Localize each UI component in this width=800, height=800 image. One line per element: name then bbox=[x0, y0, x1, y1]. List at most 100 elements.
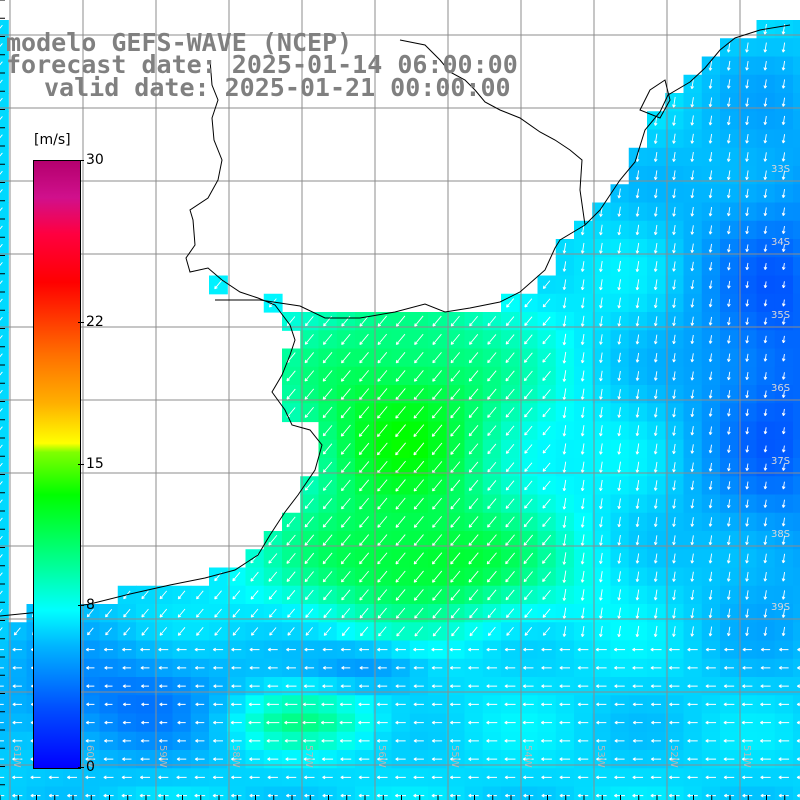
wind-arrow bbox=[705, 647, 716, 652]
wind-arrow bbox=[341, 589, 351, 601]
wind-arrow bbox=[305, 627, 314, 636]
wind-arrow bbox=[450, 607, 460, 619]
wind-arrow bbox=[540, 739, 553, 743]
wind-arrow bbox=[599, 516, 603, 528]
wind-arrow bbox=[562, 297, 567, 309]
wind-arrow bbox=[760, 739, 772, 743]
wind-arrow bbox=[0, 335, 3, 340]
wind-arrow bbox=[653, 206, 658, 217]
wind-arrow bbox=[359, 647, 370, 652]
wind-arrow bbox=[524, 462, 533, 472]
wind-arrow bbox=[781, 408, 786, 417]
wind-arrow bbox=[266, 720, 280, 725]
wind-arrow bbox=[580, 224, 585, 236]
wind-arrow bbox=[122, 720, 131, 725]
wind-arrow bbox=[213, 666, 223, 670]
wind-arrow bbox=[635, 224, 640, 236]
wind-arrow bbox=[267, 757, 279, 761]
wind-arrow bbox=[781, 553, 786, 564]
wind-arrow bbox=[139, 793, 151, 798]
wind-arrow bbox=[468, 684, 479, 688]
wind-arrow bbox=[690, 316, 695, 326]
wind-arrow bbox=[726, 571, 731, 582]
wind-cell bbox=[0, 20, 9, 39]
wind-arrow bbox=[487, 406, 497, 418]
wind-arrow bbox=[449, 647, 461, 652]
wind-arrow bbox=[231, 757, 242, 761]
wind-arrow bbox=[450, 352, 461, 364]
wind-arrow bbox=[413, 516, 424, 528]
wind-arrow bbox=[303, 684, 315, 688]
wind-arrow bbox=[542, 589, 551, 600]
wind-arrow bbox=[781, 481, 786, 490]
wind-arrow bbox=[104, 702, 113, 707]
wind-arrow bbox=[395, 479, 406, 492]
wind-arrow bbox=[432, 626, 442, 637]
wind-arrow bbox=[469, 315, 478, 327]
wind-arrow bbox=[745, 535, 749, 546]
wind-cell bbox=[0, 421, 9, 441]
wind-arrow bbox=[672, 425, 676, 436]
wind-cell bbox=[720, 786, 739, 800]
wind-cell bbox=[793, 74, 800, 94]
wind-arrow bbox=[708, 371, 713, 381]
wind-arrow bbox=[250, 627, 259, 636]
wind-arrow bbox=[580, 279, 585, 291]
wind-arrow bbox=[523, 666, 534, 670]
wind-arrow bbox=[599, 589, 603, 601]
wind-cell bbox=[793, 476, 800, 496]
wind-arrow bbox=[487, 388, 497, 400]
wind-arrow bbox=[705, 666, 716, 670]
wind-arrow bbox=[727, 335, 731, 344]
wind-arrow bbox=[340, 793, 352, 798]
wind-arrow bbox=[705, 739, 717, 743]
wind-arrow bbox=[599, 224, 603, 236]
wind-cell bbox=[793, 239, 800, 258]
wind-arrow bbox=[468, 461, 479, 473]
wind-arrow bbox=[0, 590, 3, 595]
wind-arrow bbox=[322, 534, 333, 546]
wind-arrow bbox=[745, 517, 749, 527]
wind-arrow bbox=[708, 517, 713, 527]
wind-arrow bbox=[159, 608, 168, 618]
wind-arrow bbox=[559, 684, 571, 688]
wind-arrow bbox=[580, 570, 585, 583]
wind-arrow bbox=[468, 406, 479, 419]
wind-arrow bbox=[140, 684, 150, 688]
wind-cell bbox=[0, 658, 9, 678]
wind-arrow bbox=[781, 463, 786, 471]
wind-arrow bbox=[524, 444, 533, 454]
wind-arrow bbox=[0, 426, 3, 431]
wind-arrow bbox=[781, 115, 786, 126]
wind-arrow bbox=[302, 702, 316, 707]
wind-arrow bbox=[195, 739, 205, 743]
wind-arrow bbox=[796, 757, 800, 761]
wind-arrow bbox=[504, 757, 516, 761]
wind-arrow bbox=[781, 60, 786, 71]
wind-arrow bbox=[268, 553, 278, 564]
wind-arrow bbox=[103, 757, 114, 761]
wind-arrow bbox=[121, 793, 132, 798]
wind-arrow bbox=[122, 684, 131, 688]
wind-arrow bbox=[340, 570, 351, 583]
wind-arrow bbox=[450, 479, 461, 492]
wind-arrow bbox=[359, 626, 369, 637]
wind-arrow bbox=[413, 442, 425, 456]
wind-arrow bbox=[781, 445, 786, 453]
wind-arrow bbox=[486, 757, 498, 761]
wind-arrow bbox=[653, 461, 658, 473]
wind-arrow bbox=[194, 647, 205, 652]
wind-arrow bbox=[614, 720, 625, 725]
wind-arrow bbox=[779, 647, 789, 652]
wind-arrow bbox=[690, 133, 695, 144]
wind-arrow bbox=[0, 795, 5, 797]
wind-arrow bbox=[505, 388, 515, 400]
wind-cell bbox=[0, 512, 9, 532]
wind-cell bbox=[0, 293, 9, 313]
wind-arrow bbox=[705, 684, 716, 688]
wind-arrow bbox=[266, 702, 279, 707]
wind-cell bbox=[793, 20, 800, 39]
wind-arrow bbox=[523, 534, 534, 546]
wind-arrow bbox=[431, 647, 443, 652]
wind-arrow bbox=[562, 425, 567, 437]
